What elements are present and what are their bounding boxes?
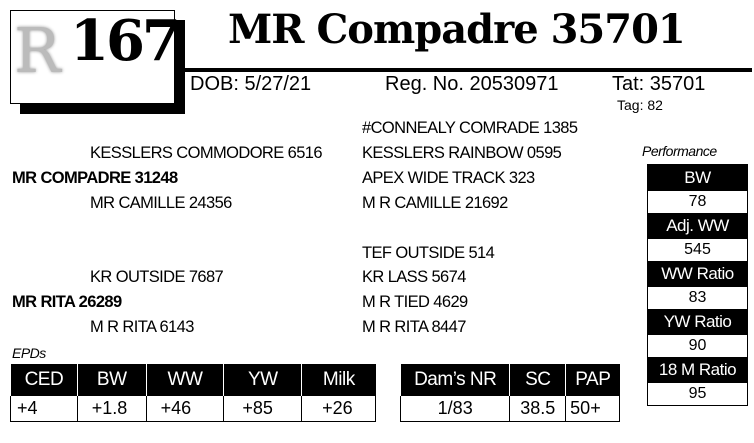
other-value: 38.5 bbox=[509, 396, 566, 422]
other-value: 1/83 bbox=[399, 396, 510, 422]
lot-number: 167 bbox=[70, 8, 181, 74]
pedigree-dss: TEF OUTSIDE 514 bbox=[362, 244, 495, 262]
perf-value: 83 bbox=[648, 287, 747, 309]
pedigree-sd: MR CAMILLE 24356 bbox=[90, 194, 232, 212]
epd-table: CED BW WW YW Milk +4 +1.8 +46 +85 +26 bbox=[10, 364, 376, 422]
epd-value: +85 bbox=[223, 396, 302, 422]
pedigree-dds: M R TIED 4629 bbox=[362, 293, 468, 311]
epd-header: BW bbox=[76, 364, 147, 396]
other-value: 50+ bbox=[565, 396, 620, 422]
pedigree-ds: KR OUTSIDE 7687 bbox=[90, 268, 224, 286]
pedigree-ssd: KESSLERS RAINBOW 0595 bbox=[362, 144, 562, 162]
epd-value: +1.8 bbox=[76, 396, 147, 422]
perf-header: Adj. WW bbox=[648, 213, 747, 239]
epd-value: +46 bbox=[145, 396, 224, 422]
pedigree-dam: MR RITA 26289 bbox=[12, 293, 122, 311]
perf-header: BW bbox=[648, 165, 747, 191]
other-table: Dam’s NR SC PAP 1/83 38.5 50+ bbox=[399, 364, 620, 422]
other-header: PAP bbox=[565, 364, 620, 396]
pedigree-dsd: KR LASS 5674 bbox=[362, 268, 466, 286]
pedigree-ss: KESSLERS COMMODORE 6516 bbox=[90, 144, 323, 162]
other-header: Dam’s NR bbox=[399, 364, 510, 396]
tag: Tag: 82 bbox=[617, 97, 663, 113]
lot-box bbox=[10, 10, 175, 104]
performance-table: BW 78 Adj. WW 545 WW Ratio 83 YW Ratio 9… bbox=[647, 164, 748, 406]
performance-label: Performance bbox=[642, 143, 717, 159]
epd-header: CED bbox=[10, 364, 78, 396]
ranch-logo: R bbox=[14, 14, 61, 87]
pedigree-sire: MR COMPADRE 31248 bbox=[12, 169, 178, 187]
epd-value: +4 bbox=[10, 396, 78, 422]
perf-header: YW Ratio bbox=[648, 309, 747, 335]
epd-header: YW bbox=[223, 364, 302, 396]
perf-header: 18 M Ratio bbox=[648, 357, 747, 383]
pedigree-sss: #CONNEALY COMRADE 1385 bbox=[362, 119, 578, 137]
perf-value: 545 bbox=[648, 239, 747, 261]
dob: DOB: 5/27/21 bbox=[190, 73, 312, 95]
perf-header: WW Ratio bbox=[648, 261, 747, 287]
pedigree-dd: M R RITA 6143 bbox=[90, 318, 194, 336]
perf-value: 78 bbox=[648, 191, 747, 213]
epd-header: Milk bbox=[301, 364, 376, 396]
animal-name: MR Compadre 35701 bbox=[228, 6, 686, 53]
pedigree-ddd: M R RITA 8447 bbox=[362, 318, 466, 336]
pedigree-sds: APEX WIDE TRACK 323 bbox=[362, 169, 535, 187]
epd-value: +26 bbox=[301, 396, 376, 422]
tattoo: Tat: 35701 bbox=[612, 73, 706, 95]
other-header: SC bbox=[509, 364, 566, 396]
reg-no: Reg. No. 20530971 bbox=[385, 73, 559, 95]
epd-header: WW bbox=[145, 364, 224, 396]
divider bbox=[175, 68, 752, 72]
perf-value: 95 bbox=[648, 383, 747, 405]
perf-value: 90 bbox=[648, 335, 747, 357]
pedigree-sdd: M R CAMILLE 21692 bbox=[362, 194, 508, 212]
epds-label: EPDs bbox=[12, 345, 46, 361]
